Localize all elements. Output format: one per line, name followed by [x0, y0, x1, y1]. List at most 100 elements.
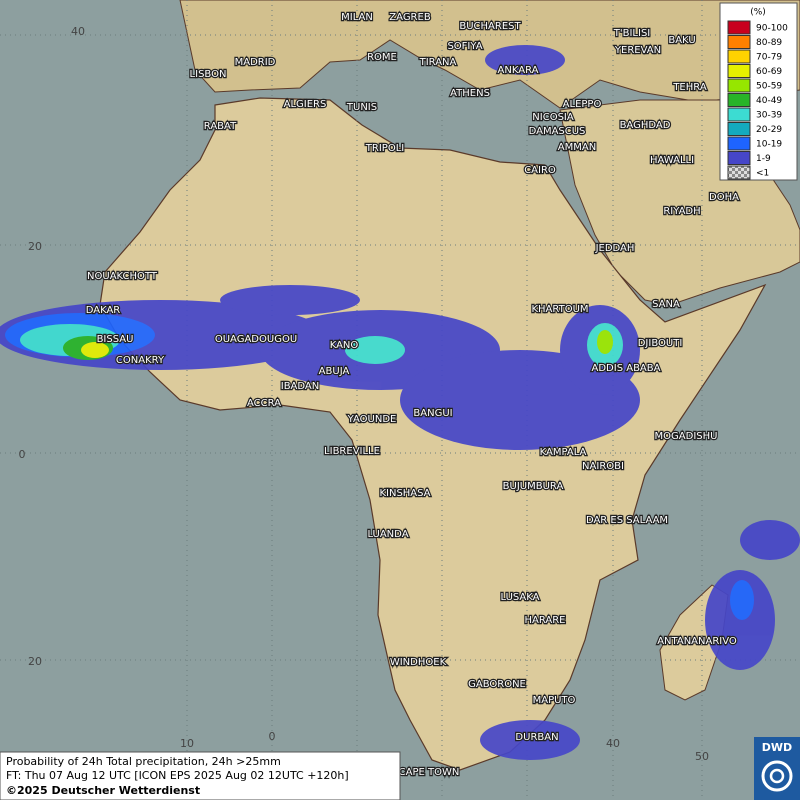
logo-icon [761, 760, 793, 792]
city-label: IBADAN [281, 381, 320, 392]
legend-swatch [727, 49, 751, 64]
logo: DWD [754, 737, 800, 800]
city-label: MOGADISHU [655, 431, 718, 442]
city-label: SANA [652, 299, 680, 310]
city-label: ZAGREB [389, 12, 431, 23]
legend-label: 90-100 [756, 24, 788, 34]
city-label: RIYADH [663, 206, 700, 217]
city-label: DOHA [709, 192, 739, 203]
graticule-labels: 40 20 0 20 10 0 40 50 [19, 25, 710, 763]
lon-label: 40 [606, 737, 620, 750]
city-label: HAWALLI [650, 155, 694, 166]
city-label: ATHENS [450, 88, 490, 99]
city-label: NAIROBI [582, 461, 624, 472]
city-label: ADDIS ABABA [592, 363, 661, 374]
city-label: NOUAKCHOTT [87, 271, 158, 282]
legend-title: (%) [750, 8, 766, 18]
city-label: CONAKRY [116, 355, 165, 366]
city-label: DJIBOUTI [638, 338, 683, 349]
legend-label: 60-69 [756, 67, 782, 77]
legend-label: 70-79 [756, 53, 782, 63]
city-label: MAPUTO [533, 695, 576, 706]
city-label: TIRANA [419, 57, 457, 68]
lat-label: 20 [28, 240, 42, 253]
precipitation [0, 45, 800, 760]
legend-swatch [727, 64, 751, 78]
legend-swatch [727, 107, 751, 122]
legend-label: 20-29 [756, 125, 782, 135]
footer-line: FT: Thu 07 Aug 12 UTC [ICON EPS 2025 Aug… [6, 769, 349, 782]
city-label: LISBON [190, 69, 227, 80]
city-label: ABUJA [319, 366, 350, 377]
footer-box [0, 751, 401, 800]
city-label: MILAN [341, 12, 373, 23]
footer-line: ©2025 Deutscher Wetterdienst [6, 784, 200, 797]
city-label: ACCRA [247, 398, 281, 409]
city-label: ALEPPO [563, 99, 602, 110]
city-label: ALGIERS [284, 99, 327, 110]
lon-label: 0 [269, 730, 276, 743]
city-label: SOFIYA [447, 41, 482, 52]
city-label: BUCHAREST [459, 21, 521, 32]
legend-swatch [727, 122, 751, 136]
city-label: LIBREVILLE [324, 446, 380, 457]
lat-label: 20 [28, 655, 42, 668]
city-label: BUJUMBURA [503, 481, 564, 492]
city-label: JEDDAH [595, 243, 635, 254]
city-label: YEREVAN [614, 45, 661, 56]
legend-swatch [727, 151, 751, 165]
city-label: OUAGADOUGOU [215, 334, 297, 345]
city-label: ROME [367, 52, 397, 63]
city-label: LUANDA [367, 529, 408, 540]
city-label: DAMASCUS [529, 126, 586, 137]
legend: (%) 90-100 80-89 70-79 60-69 50-59 40-49 30-39… [719, 2, 798, 181]
legend-swatch [727, 78, 751, 93]
logo-text: DWD [762, 741, 792, 754]
city-label: DAR ES SALAAM [586, 515, 668, 526]
city-label: ANKARA [498, 65, 539, 76]
city-label: GABORONE [468, 679, 526, 690]
city-label: BAGHDAD [620, 120, 671, 131]
lon-label: 10 [180, 737, 194, 750]
logo-icon [769, 768, 785, 784]
city-label: HARARE [524, 615, 565, 626]
city-label: T'BILISI [613, 28, 650, 39]
city-label: RABAT [204, 121, 237, 132]
city-labels: MILAN ZAGREB BUCHAREST T'BILISI BAKU SOFIYA YE… [84, 11, 740, 780]
legend-label: 1-9 [756, 154, 771, 164]
city-label: AMMAN [558, 142, 596, 153]
footer: Probability of 24h Total precipitation, … [0, 751, 401, 800]
lat-label: 0 [19, 448, 26, 461]
city-label: TEHRA [672, 82, 706, 93]
city-label: CAIRO [524, 165, 556, 176]
city-label: CAPE TOWN [399, 767, 460, 778]
city-label: MADRID [235, 57, 276, 68]
city-label: TRIPOLI [365, 143, 404, 154]
city-label: DAKAR [86, 305, 121, 316]
legend-swatch [727, 35, 751, 49]
city-label: BANGUI [413, 408, 452, 419]
city-label: KAMPALA [540, 447, 587, 458]
city-label: BAKU [668, 35, 695, 46]
legend-swatch [727, 136, 751, 151]
city-label: KINSHASA [379, 488, 430, 499]
legend-swatch [727, 165, 751, 180]
city-label: LUSAKA [501, 592, 540, 603]
legend-label: 40-49 [756, 96, 782, 106]
legend-label: 10-19 [756, 140, 782, 150]
legend-label: 80-89 [756, 38, 782, 48]
legend-label: 50-59 [756, 82, 782, 92]
city-label: WINDHOEK [390, 657, 447, 668]
city-label: TUNIS [346, 102, 377, 113]
legend-label: 30-39 [756, 111, 782, 121]
legend-swatch [727, 93, 751, 107]
city-label: YAOUNDE [347, 414, 397, 425]
lon-label: 50 [695, 750, 709, 763]
legend-swatch [727, 20, 751, 35]
footer-line: Probability of 24h Total precipitation, … [6, 755, 281, 768]
city-label: KANO [330, 340, 359, 351]
city-label: BISSAU [97, 334, 134, 345]
city-label: DURBAN [515, 732, 558, 743]
city-label: NICOSIA [532, 112, 574, 123]
